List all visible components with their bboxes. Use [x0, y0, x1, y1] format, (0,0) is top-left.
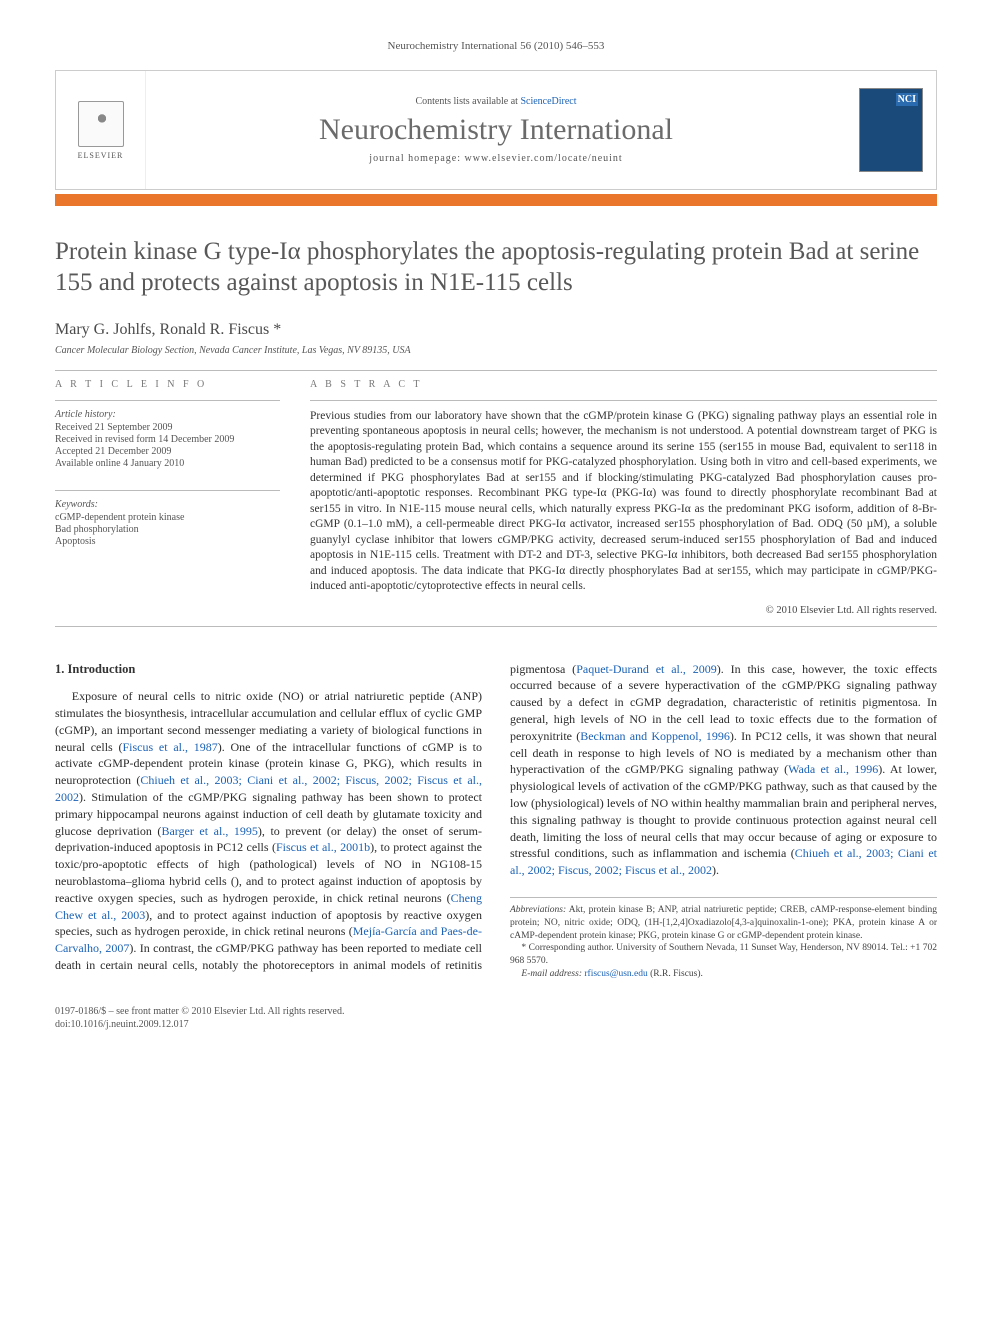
text-run: ).: [712, 863, 719, 877]
journal-banner: ELSEVIER Contents lists available at Sci…: [55, 70, 937, 190]
abbrev-label: Abbreviations:: [510, 905, 566, 915]
citation-link[interactable]: Wada et al., 1996: [788, 762, 878, 776]
homepage-prefix: journal homepage:: [369, 153, 464, 164]
abbreviations-footnote: Abbreviations: Akt, protein kinase B; AN…: [510, 904, 937, 942]
journal-homepage-line: journal homepage: www.elsevier.com/locat…: [146, 153, 846, 164]
contents-line: Contents lists available at ScienceDirec…: [146, 96, 846, 107]
history-label: Article history:: [55, 409, 280, 420]
citation-link[interactable]: Fiscus et al., 2001b: [276, 840, 370, 854]
email-suffix: (R.R. Fiscus).: [650, 969, 703, 979]
rule-info-1: [55, 400, 280, 401]
abstract-text: Previous studies from our laboratory hav…: [310, 409, 937, 595]
publisher-word: ELSEVIER: [78, 151, 124, 160]
copyright-line: © 2010 Elsevier Ltd. All rights reserved…: [310, 605, 937, 616]
rule-abstract: [310, 400, 937, 401]
journal-cover-thumb: NCI: [859, 88, 923, 172]
elsevier-logo: ELSEVIER: [71, 95, 131, 165]
author-list: Mary G. Johlfs, Ronald R. Fiscus *: [55, 321, 937, 339]
issn-copyright: 0197-0186/$ – see front matter © 2010 El…: [55, 1005, 937, 1018]
history-accepted: Accepted 21 December 2009: [55, 446, 280, 457]
citation-link[interactable]: Fiscus et al., 1987: [122, 740, 217, 754]
article-info-heading: A R T I C L E I N F O: [55, 379, 280, 390]
cover-abbrev: NCI: [896, 93, 918, 106]
rule-below-abstract: [55, 626, 937, 627]
abstract-column: A B S T R A C T Previous studies from ou…: [310, 379, 937, 616]
history-received: Received 21 September 2009: [55, 422, 280, 433]
meta-row: A R T I C L E I N F O Article history: R…: [55, 379, 937, 616]
keywords-label: Keywords:: [55, 499, 280, 510]
history-revised: Received in revised form 14 December 200…: [55, 434, 280, 445]
citation-link[interactable]: Beckman and Koppenol, 1996: [580, 729, 730, 743]
section-heading-intro: 1. Introduction: [55, 661, 482, 679]
history-online: Available online 4 January 2010: [55, 458, 280, 469]
keyword-item: Bad phosphorylation: [55, 524, 280, 535]
rule-info-2: [55, 490, 280, 491]
email-footnote: E-mail address: rfiscus@usn.edu (R.R. Fi…: [510, 968, 937, 981]
email-link[interactable]: rfiscus@usn.edu: [584, 969, 650, 979]
abstract-heading: A B S T R A C T: [310, 379, 937, 390]
banner-center: Contents lists available at ScienceDirec…: [146, 71, 846, 189]
article-info-column: A R T I C L E I N F O Article history: R…: [55, 379, 280, 616]
running-head: Neurochemistry International 56 (2010) 5…: [55, 40, 937, 52]
homepage-url[interactable]: www.elsevier.com/locate/neuint: [465, 153, 623, 164]
contents-prefix: Contents lists available at: [415, 96, 520, 107]
orange-accent-bar: [55, 194, 937, 206]
affiliation: Cancer Molecular Biology Section, Nevada…: [55, 345, 937, 356]
corresponding-author-footnote: * Corresponding author. University of So…: [510, 942, 937, 968]
citation-link[interactable]: Barger et al., 1995: [161, 824, 257, 838]
cover-thumb-area: NCI: [846, 71, 936, 189]
article-title: Protein kinase G type-Iα phosphorylates …: [55, 236, 937, 299]
front-matter-line: 0197-0186/$ – see front matter © 2010 El…: [55, 1005, 937, 1031]
footnotes-block: Abbreviations: Akt, protein kinase B; AN…: [510, 897, 937, 981]
rule-top: [55, 370, 937, 371]
publisher-logo-area: ELSEVIER: [56, 71, 146, 189]
sciencedirect-link[interactable]: ScienceDirect: [520, 96, 576, 107]
journal-name: Neurochemistry International: [146, 113, 846, 147]
elsevier-tree-icon: [78, 101, 124, 147]
citation-link[interactable]: Paquet-Durand et al., 2009: [576, 662, 717, 676]
keyword-item: Apoptosis: [55, 536, 280, 547]
body-columns: 1. Introduction Exposure of neural cells…: [55, 661, 937, 981]
email-label: E-mail address:: [521, 969, 582, 979]
abbrev-text: Akt, protein kinase B; ANP, atrial natri…: [510, 905, 937, 941]
doi-line: doi:10.1016/j.neuint.2009.12.017: [55, 1018, 937, 1031]
keyword-item: cGMP-dependent protein kinase: [55, 512, 280, 523]
